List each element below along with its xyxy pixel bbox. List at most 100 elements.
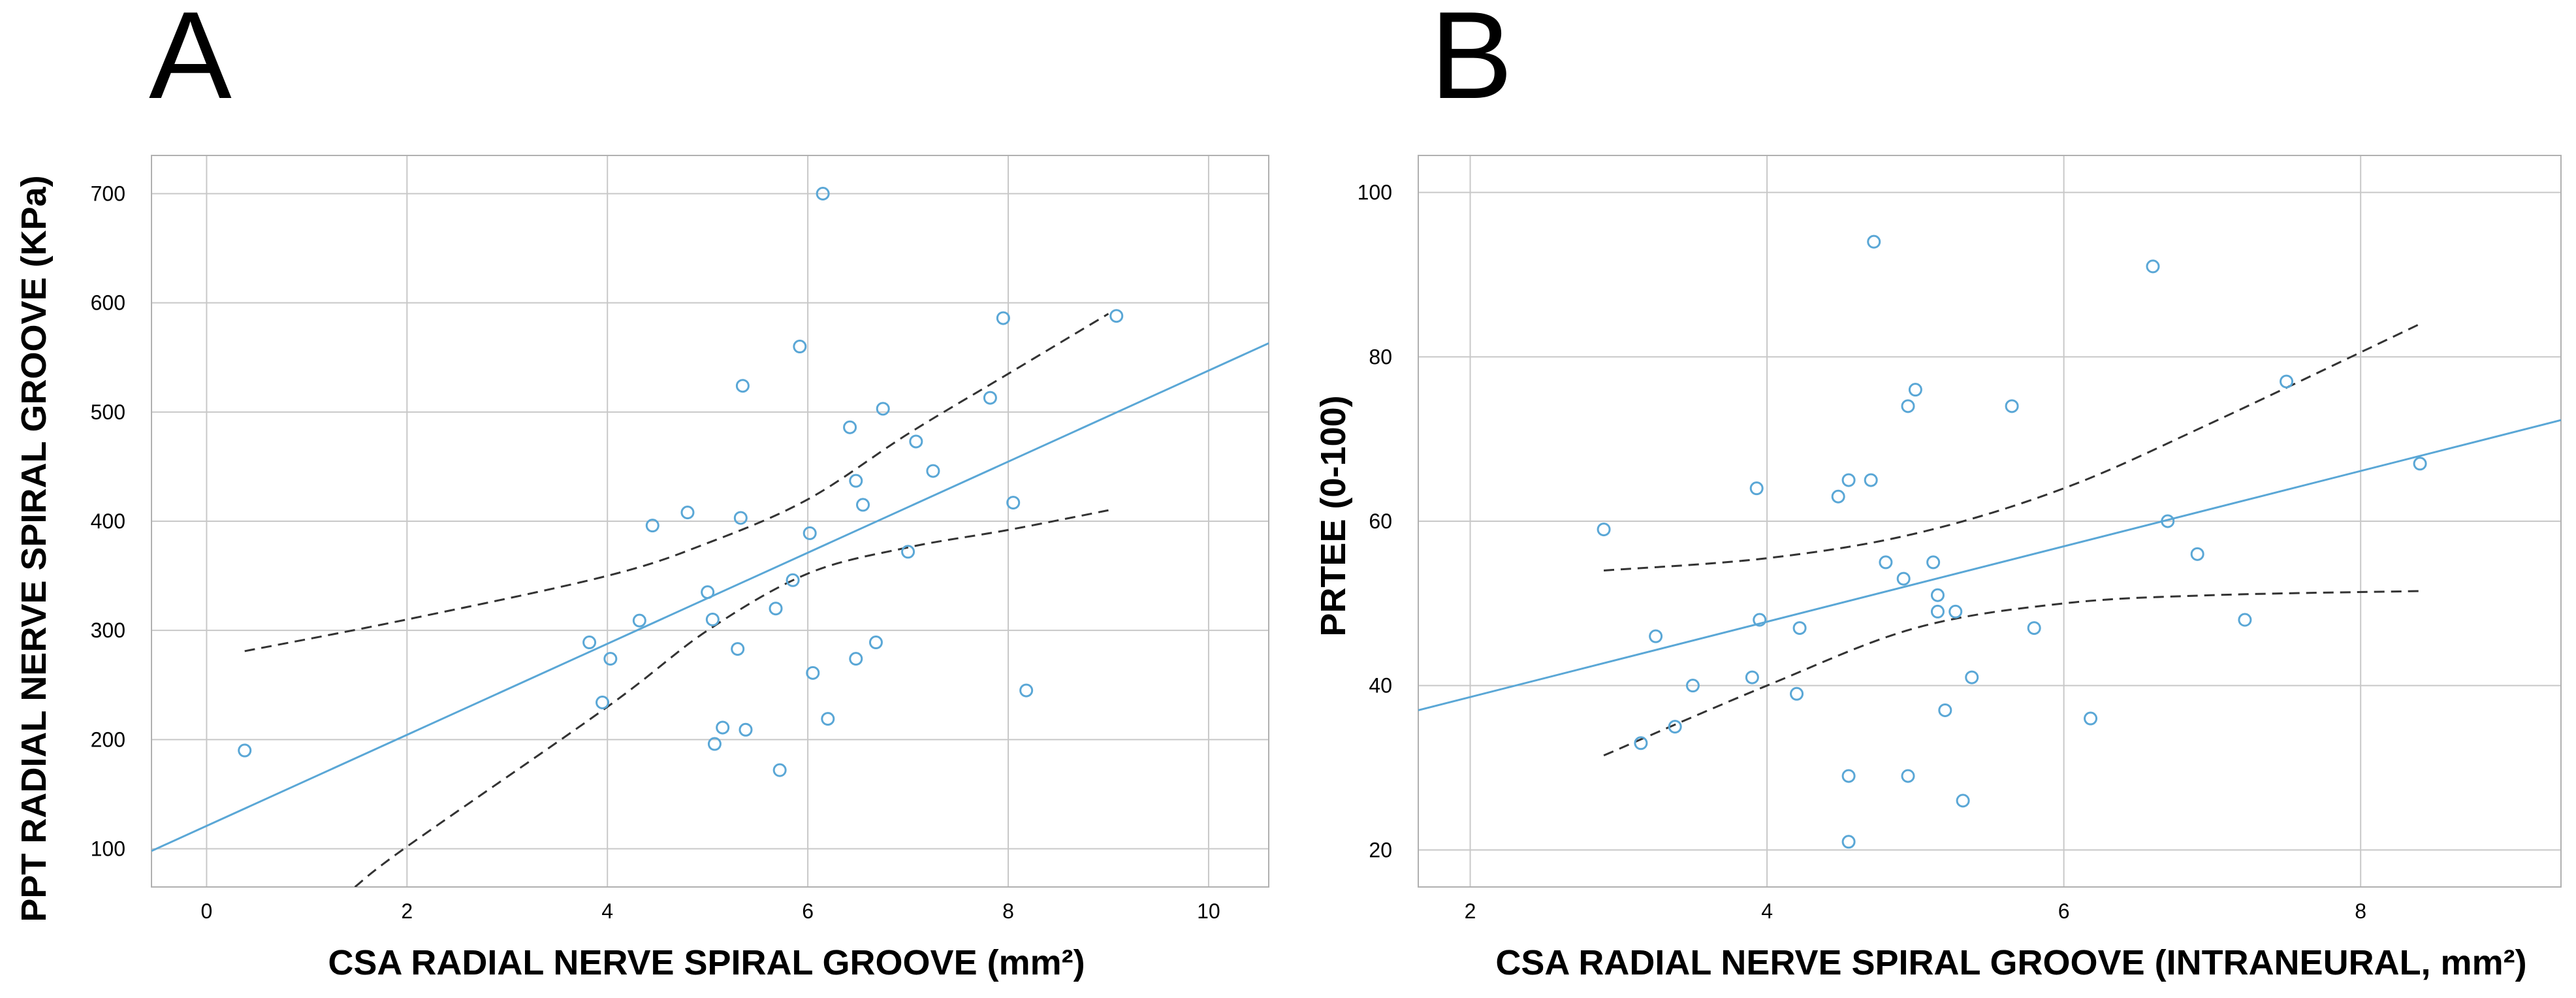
data-point-a-20 (806, 666, 820, 680)
data-point-b-9 (1792, 621, 1807, 636)
data-point-a-1 (582, 636, 597, 650)
data-point-a-7 (701, 585, 715, 600)
x-axis-title-a: CSA RADIAL NERVE SPIRAL GROOVE (mm²) (328, 943, 1085, 982)
data-point-b-33 (2190, 547, 2204, 561)
ci-lower-b (1603, 590, 2421, 757)
data-point-a-32 (983, 391, 997, 405)
data-point-a-15 (769, 602, 783, 616)
data-point-b-11 (1841, 769, 1856, 783)
y-axis-title-b: PRTEE (0-100) (1314, 395, 1353, 636)
y-tick-label-a-4: 500 (91, 400, 125, 424)
data-point-a-34 (1006, 496, 1021, 510)
x-tick-label-a-1: 2 (401, 899, 413, 923)
x-tick-label-b-0: 2 (1465, 899, 1476, 923)
x-tick-label-b-1: 4 (1761, 899, 1773, 923)
y-axis-title-a: PPT RADIAL NERVE SPIRAL GROOVE (KPa) (14, 175, 54, 922)
data-point-b-6 (1749, 481, 1764, 496)
data-point-a-35 (1019, 683, 1034, 698)
data-point-b-31 (2146, 259, 2160, 274)
data-point-a-14 (739, 722, 753, 737)
data-point-a-8 (705, 612, 720, 626)
y-tick-label-b-3: 80 (1369, 345, 1392, 368)
data-point-a-24 (849, 474, 863, 488)
y-tick-label-b-1: 40 (1369, 674, 1392, 698)
data-point-b-34 (2238, 613, 2252, 627)
data-point-a-19 (803, 526, 817, 540)
y-tick-label-a-2: 300 (91, 619, 125, 642)
plot-area-a: 0 2 4 6 8 10 100 200 300 400 500 600 700 (91, 155, 1269, 923)
data-point-a-16 (772, 763, 787, 777)
data-point-a-2 (596, 695, 610, 709)
data-point-b-27 (1965, 670, 1979, 684)
data-point-a-6 (680, 506, 695, 520)
data-point-b-3 (1668, 720, 1682, 734)
data-point-b-8 (1790, 686, 1804, 701)
data-point-a-12 (733, 511, 748, 525)
data-point-a-18 (793, 340, 807, 354)
data-point-b-30 (2084, 711, 2098, 726)
data-point-a-28 (876, 402, 890, 416)
data-point-b-4 (1685, 679, 1700, 693)
data-point-b-26 (1956, 794, 1970, 808)
data-point-a-30 (909, 434, 923, 449)
data-point-b-2 (1649, 629, 1663, 643)
data-point-b-5 (1745, 670, 1759, 684)
plot-frame-b (1418, 155, 2562, 888)
data-point-b-35 (2280, 374, 2294, 389)
data-point-a-21 (816, 187, 830, 201)
data-point-b-16 (1879, 555, 1893, 570)
ci-upper-b (1603, 323, 2421, 572)
data-point-a-9 (707, 737, 722, 751)
plot-frame-a (151, 155, 1269, 888)
data-point-a-22 (821, 712, 835, 726)
x-tick-label-a-4: 8 (1002, 899, 1014, 923)
y-tick-label-a-5: 600 (91, 291, 125, 315)
data-point-a-29 (901, 545, 915, 559)
data-point-a-3 (603, 652, 618, 666)
data-point-a-5 (645, 519, 660, 533)
data-point-a-27 (868, 636, 883, 650)
data-point-a-31 (926, 464, 940, 478)
x-tick-label-a-0: 0 (201, 899, 213, 923)
x-tick-label-a-3: 6 (802, 899, 814, 923)
data-point-b-0 (1597, 523, 1611, 537)
x-tick-label-b-2: 6 (2058, 899, 2070, 923)
data-point-b-14 (1864, 473, 1878, 487)
data-point-b-15 (1867, 234, 1881, 249)
data-point-b-22 (1930, 588, 1945, 602)
panel-letter-b: B (1430, 0, 1513, 125)
data-point-a-10 (716, 720, 730, 735)
data-point-a-11 (731, 642, 745, 656)
data-point-b-32 (2161, 514, 2175, 528)
y-tick-label-a-6: 700 (91, 182, 125, 206)
data-point-b-1 (1634, 736, 1648, 750)
data-point-b-29 (2027, 621, 2041, 636)
panel-a: A 0 2 4 6 8 10 100 200 300 400 500 600 700 CSA RADIA… (14, 0, 1269, 982)
ci-lower-a (354, 509, 1109, 887)
data-point-a-4 (632, 613, 646, 628)
data-point-a-36 (1109, 309, 1124, 323)
data-point-b-36 (2413, 457, 2427, 471)
data-point-a-23 (843, 420, 857, 434)
y-tick-label-a-3: 400 (91, 509, 125, 533)
data-point-b-21 (1926, 555, 1941, 570)
ci-upper-a (244, 313, 1109, 652)
data-point-b-23 (1930, 604, 1945, 619)
data-point-a-33 (996, 311, 1010, 325)
data-point-a-13 (735, 379, 750, 393)
y-tick-label-a-0: 100 (91, 837, 125, 860)
data-point-b-12 (1841, 473, 1856, 487)
y-tick-label-b-0: 20 (1369, 838, 1392, 861)
data-point-b-19 (1901, 399, 1915, 413)
y-tick-label-b-4: 100 (1358, 181, 1392, 204)
data-point-b-18 (1901, 769, 1915, 783)
data-point-b-10 (1831, 489, 1845, 504)
data-point-b-28 (2005, 399, 2019, 413)
data-point-b-7 (1753, 613, 1767, 627)
y-tick-label-a-1: 200 (91, 728, 125, 751)
panel-b: B 2 4 6 8 20 40 60 80 100 CSA RADIAL NERVE SPIRA… (1314, 0, 2562, 982)
x-axis-title-b: CSA RADIAL NERVE SPIRAL GROOVE (INTRANEU… (1495, 943, 2526, 982)
data-point-a-26 (856, 498, 870, 512)
data-point-b-20 (1908, 383, 1922, 397)
